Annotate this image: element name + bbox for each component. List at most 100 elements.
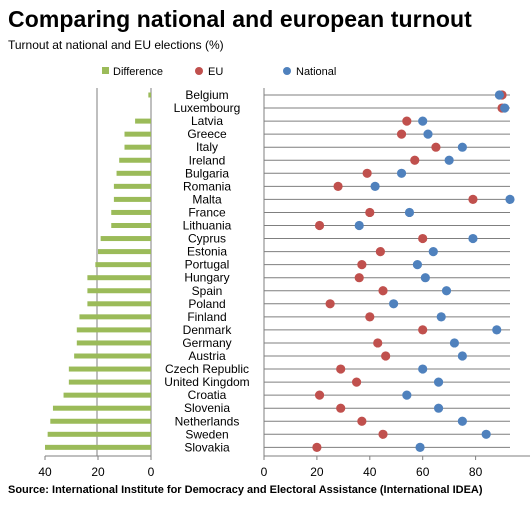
- category-label: France: [188, 205, 226, 219]
- eu-point: [351, 377, 362, 387]
- legend-label-eu: EU: [208, 66, 223, 78]
- eu-point: [431, 142, 441, 152]
- legend-label-difference: Difference: [113, 66, 163, 78]
- eu-point: [362, 168, 372, 178]
- difference-bar: [124, 131, 151, 137]
- national-point: [418, 364, 428, 374]
- category-label: Austria: [188, 349, 226, 363]
- chart-subtitle: Turnout at national and EU elections (%): [8, 38, 224, 52]
- difference-bar: [113, 196, 151, 202]
- national-point: [389, 299, 399, 309]
- category-label: Malta: [192, 192, 222, 206]
- difference-bar: [135, 118, 151, 124]
- eu-point: [410, 155, 420, 165]
- eu-point: [375, 247, 385, 257]
- national-point: [420, 273, 430, 283]
- national-point: [444, 155, 454, 165]
- eu-point: [333, 181, 343, 191]
- difference-bar: [119, 157, 151, 163]
- eu-point: [365, 312, 375, 322]
- eu-point: [402, 116, 412, 126]
- chart-title: Comparing national and european turnout: [8, 6, 472, 32]
- national-point: [441, 286, 452, 296]
- national-point: [457, 351, 467, 361]
- national-point: [481, 429, 491, 439]
- difference-bar: [111, 209, 151, 215]
- category-label: Czech Republic: [165, 362, 249, 376]
- category-label: Romania: [183, 179, 231, 193]
- national-point: [423, 129, 433, 139]
- right-tick-label: 80: [469, 465, 483, 479]
- national-point: [428, 247, 438, 257]
- national-point: [436, 312, 446, 322]
- source-note: Source: International Institute for Demo…: [8, 484, 483, 496]
- difference-bar: [68, 379, 151, 385]
- eu-point: [354, 273, 364, 283]
- national-point: [457, 142, 467, 152]
- eu-point: [312, 442, 322, 452]
- category-label: Spain: [192, 284, 223, 298]
- difference-bar: [87, 288, 151, 294]
- eu-point: [378, 286, 388, 296]
- difference-bar: [47, 431, 151, 437]
- eu-point: [418, 233, 428, 244]
- national-point: [505, 194, 515, 204]
- difference-bar: [111, 223, 151, 228]
- national-point: [402, 390, 412, 400]
- national-point: [468, 233, 478, 244]
- difference-bar: [113, 183, 151, 189]
- right-tick-label: 20: [310, 465, 324, 479]
- category-label: Lithuania: [183, 219, 232, 233]
- eu-point: [325, 299, 335, 309]
- category-label: Ireland: [189, 153, 226, 167]
- national-point: [415, 442, 425, 452]
- eu-point: [336, 403, 346, 413]
- difference-bar: [116, 170, 151, 176]
- legend-swatch-difference: [102, 67, 109, 74]
- category-label: Latvia: [191, 114, 223, 128]
- category-label: Netherlands: [175, 414, 240, 428]
- difference-bar: [87, 301, 151, 307]
- eu-point: [357, 260, 367, 270]
- category-label: Poland: [188, 297, 225, 311]
- national-point: [500, 103, 510, 113]
- category-label: Bulgaria: [185, 166, 229, 180]
- difference-bar: [148, 92, 151, 98]
- right-tick-label: 40: [363, 465, 377, 479]
- left-tick-label: 40: [38, 465, 52, 479]
- category-label: Belgium: [185, 88, 228, 102]
- national-point: [418, 116, 428, 126]
- category-label: Estonia: [187, 245, 227, 259]
- legend-label-national: National: [296, 66, 336, 78]
- category-label: United Kingdom: [164, 375, 249, 389]
- category-label: Slovakia: [184, 440, 230, 454]
- category-label: Luxembourg: [174, 101, 241, 115]
- eu-point: [314, 390, 325, 400]
- eu-point: [357, 416, 367, 426]
- category-label: Portugal: [185, 258, 230, 272]
- difference-bar: [52, 405, 152, 411]
- eu-point: [373, 338, 383, 348]
- eu-point: [418, 325, 428, 335]
- left-tick-label: 0: [148, 465, 155, 479]
- difference-bar: [68, 366, 151, 372]
- national-point: [404, 207, 415, 218]
- difference-bar: [98, 249, 151, 255]
- category-label: Greece: [187, 127, 227, 141]
- eu-point: [468, 194, 478, 204]
- legend-swatch-eu: [195, 67, 203, 75]
- national-point: [457, 416, 467, 426]
- national-point: [412, 260, 423, 270]
- category-label: Cyprus: [188, 232, 226, 246]
- difference-bar: [79, 314, 151, 320]
- category-label: Denmark: [183, 323, 233, 337]
- category-label: Italy: [196, 140, 218, 154]
- national-point: [433, 377, 444, 387]
- category-label: Hungary: [184, 271, 229, 285]
- difference-bar: [100, 236, 151, 242]
- difference-bar: [95, 262, 151, 268]
- national-point: [354, 220, 364, 231]
- category-label: Croatia: [188, 388, 227, 402]
- eu-point: [396, 129, 407, 139]
